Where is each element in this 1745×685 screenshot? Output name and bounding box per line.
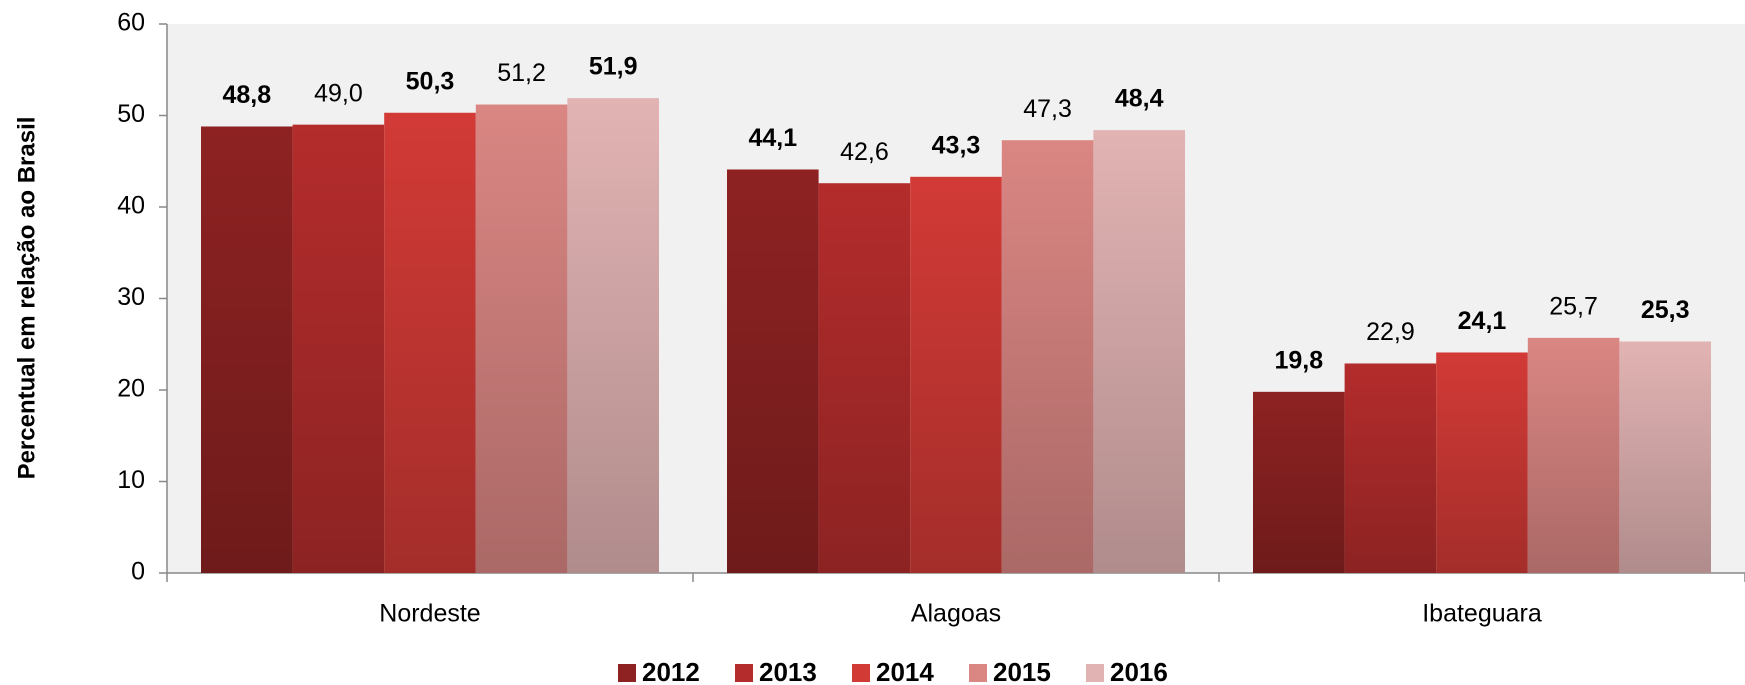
bar xyxy=(1001,140,1094,573)
bar xyxy=(384,112,476,573)
bar xyxy=(1344,363,1437,573)
y-tick-label: 10 xyxy=(117,466,145,494)
bar xyxy=(727,169,819,574)
legend-label: 2014 xyxy=(876,657,934,685)
bar xyxy=(1436,352,1528,573)
value-label: 43,3 xyxy=(932,131,981,159)
value-label: 44,1 xyxy=(748,124,797,152)
value-label: 42,6 xyxy=(840,138,889,166)
x-tick-label: Alagoas xyxy=(911,600,1001,628)
value-label: 49,0 xyxy=(314,79,363,107)
bar xyxy=(567,98,659,574)
value-label: 24,1 xyxy=(1458,307,1507,335)
y-tick-label: 0 xyxy=(131,558,145,586)
bar xyxy=(475,104,568,574)
bar xyxy=(1527,337,1620,573)
x-tick-label: Nordeste xyxy=(379,600,480,628)
bar xyxy=(1253,391,1345,573)
y-tick-label: 30 xyxy=(117,283,145,311)
value-label: 50,3 xyxy=(406,67,455,95)
legend-swatch xyxy=(852,664,870,682)
bar xyxy=(292,124,385,574)
value-label: 48,8 xyxy=(222,81,271,109)
bar xyxy=(1093,130,1185,573)
value-label: 51,9 xyxy=(589,53,638,81)
bar xyxy=(1619,341,1711,573)
y-tick-label: 20 xyxy=(117,375,145,403)
value-label: 19,8 xyxy=(1274,346,1323,374)
legend-swatch xyxy=(735,664,753,682)
legend-swatch xyxy=(618,664,636,682)
bar xyxy=(818,183,911,573)
legend-label: 2013 xyxy=(759,657,817,685)
value-label: 48,4 xyxy=(1115,85,1164,113)
y-tick-label: 60 xyxy=(117,9,145,37)
bar xyxy=(910,176,1002,573)
y-tick-label: 50 xyxy=(117,100,145,128)
legend-label: 2015 xyxy=(993,657,1051,685)
legend-label: 2012 xyxy=(642,657,700,685)
legend-swatch xyxy=(969,664,987,682)
y-axis-label: Percentual em relação ao Brasil xyxy=(13,117,40,480)
value-label: 25,3 xyxy=(1641,296,1690,324)
legend-swatch xyxy=(1086,664,1104,682)
value-label: 51,2 xyxy=(497,59,546,87)
value-label: 47,3 xyxy=(1023,95,1072,123)
y-tick-label: 40 xyxy=(117,192,145,220)
value-label: 25,7 xyxy=(1549,292,1598,320)
x-tick-label: Ibateguara xyxy=(1422,600,1542,628)
bar xyxy=(201,126,293,573)
value-label: 22,9 xyxy=(1366,318,1415,346)
legend-label: 2016 xyxy=(1110,657,1168,685)
